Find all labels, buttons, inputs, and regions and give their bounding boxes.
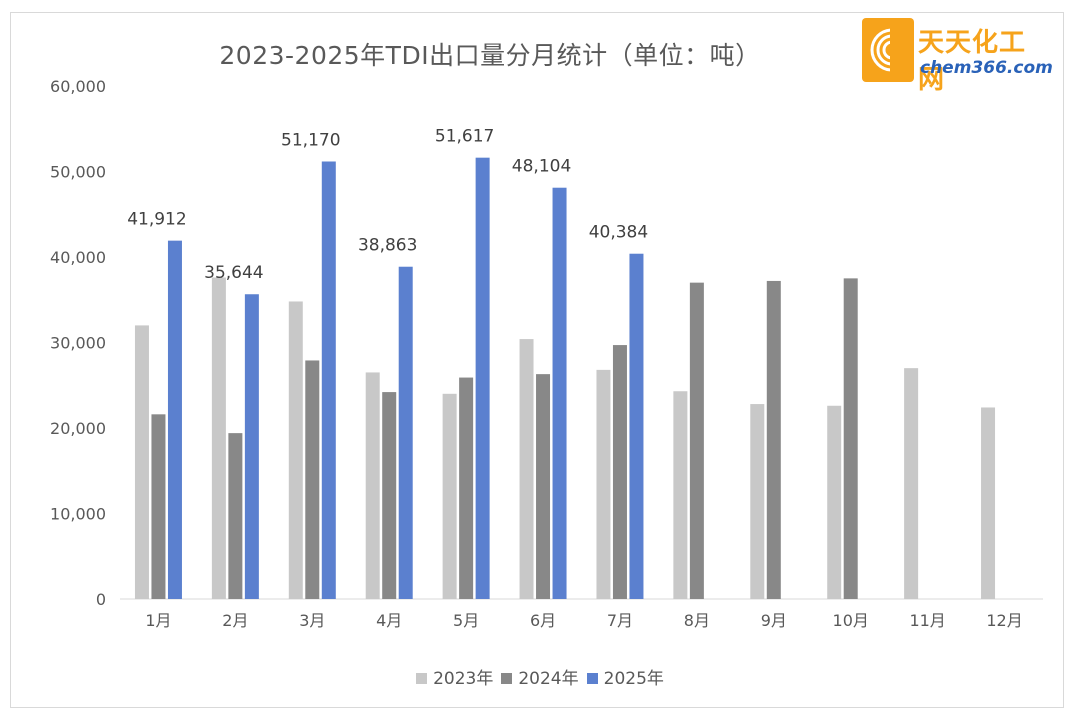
x-tick-label: 9月 xyxy=(761,611,787,630)
y-tick-label: 30,000 xyxy=(50,334,106,353)
bar-2024年-4月 xyxy=(382,392,397,599)
legend-swatch xyxy=(501,673,513,684)
legend-swatch xyxy=(586,673,598,684)
legend-label: 2023年 xyxy=(433,669,494,689)
legend: 2023年 2024年 2025年 xyxy=(0,664,1080,689)
y-tick-label: 0 xyxy=(96,590,106,609)
x-tick-label: 6月 xyxy=(530,611,556,630)
x-tick-label: 1月 xyxy=(145,611,171,630)
bar-2023年-6月 xyxy=(519,339,534,599)
data-label: 38,863 xyxy=(358,236,417,256)
bar-2025年-1月 xyxy=(167,240,182,599)
logo-text-cn: 天天化工网 xyxy=(918,28,1027,95)
y-tick-label: 40,000 xyxy=(50,248,106,267)
bar-2025年-4月 xyxy=(398,266,413,599)
x-tick-label: 12月 xyxy=(986,611,1022,630)
x-tick-label: 7月 xyxy=(607,611,633,630)
bar-2024年-5月 xyxy=(459,377,474,599)
legend-swatch xyxy=(416,673,428,684)
y-tick-label: 10,000 xyxy=(50,505,106,524)
bar-2023年-3月 xyxy=(288,301,303,599)
data-label: 35,644 xyxy=(204,263,263,283)
bar-2025年-3月 xyxy=(321,161,336,599)
data-label: 51,617 xyxy=(435,127,494,147)
x-axis-labels: 1月 2月 3月 4月 5月 6月 7月 8月 9月 10月 11月 12月 xyxy=(145,611,1022,630)
x-tick-label: 10月 xyxy=(833,611,869,630)
bar-2023年-11月 xyxy=(904,368,919,599)
x-tick-label: 3月 xyxy=(299,611,325,630)
y-tick-label: 60,000 xyxy=(50,77,106,96)
data-labels: 41,912 35,644 51,170 38,863 51,617 48,104 40,3… xyxy=(127,127,648,284)
data-label: 48,104 xyxy=(512,157,571,177)
legend-item: 2024年 xyxy=(501,664,579,689)
data-label: 51,170 xyxy=(281,130,340,150)
logo-text-en: chem366.com xyxy=(920,58,1053,78)
bar-2024年-10月 xyxy=(843,278,858,599)
legend-item: 2023年 xyxy=(416,664,493,689)
chem366-logo: 天天化工网 chem366.com xyxy=(862,18,1053,95)
bar-2023年-10月 xyxy=(827,405,842,599)
bar-2023年-1月 xyxy=(134,325,149,599)
data-label: 41,912 xyxy=(127,210,186,230)
bar-2025年-6月 xyxy=(552,187,567,599)
x-tick-label: 5月 xyxy=(453,611,479,630)
x-tick-label: 4月 xyxy=(376,611,402,630)
bar-2024年-6月 xyxy=(536,374,551,599)
logo-badge-icon xyxy=(862,18,914,82)
bar-2023年-2月 xyxy=(211,277,226,599)
legend-item: 2025年 xyxy=(586,664,664,689)
bar-2024年-2月 xyxy=(228,433,243,599)
bar-2024年-8月 xyxy=(689,282,704,599)
y-tick-label: 20,000 xyxy=(50,419,106,438)
bar-2024年-3月 xyxy=(305,360,320,599)
legend-label: 2025年 xyxy=(603,669,664,689)
y-axis-labels: 0 10,000 20,000 30,000 40,000 50,000 60,000 xyxy=(50,77,106,609)
data-label: 40,384 xyxy=(589,223,648,243)
bar-2023年-8月 xyxy=(673,391,688,599)
bar-2024年-1月 xyxy=(151,414,166,599)
bar-2024年-7月 xyxy=(612,345,627,599)
bar-2023年-4月 xyxy=(365,372,380,599)
x-tick-label: 8月 xyxy=(684,611,710,630)
bar-2023年-12月 xyxy=(981,407,996,599)
bar-2023年-5月 xyxy=(442,393,457,599)
bar-2023年-9月 xyxy=(750,404,765,599)
bar-2024年-9月 xyxy=(766,280,781,599)
chart-title: 2023-2025年TDI出口量分月统计（单位：吨） xyxy=(219,41,761,70)
x-tick-label: 2月 xyxy=(222,611,248,630)
bar-2025年-2月 xyxy=(244,294,259,599)
x-tick-label: 11月 xyxy=(909,611,945,630)
y-tick-label: 50,000 xyxy=(50,163,106,182)
bar-2023年-7月 xyxy=(596,369,611,599)
legend-label: 2024年 xyxy=(518,669,579,689)
bar-2025年-7月 xyxy=(629,253,644,599)
bars xyxy=(134,157,996,599)
bar-2025年-5月 xyxy=(475,157,490,599)
